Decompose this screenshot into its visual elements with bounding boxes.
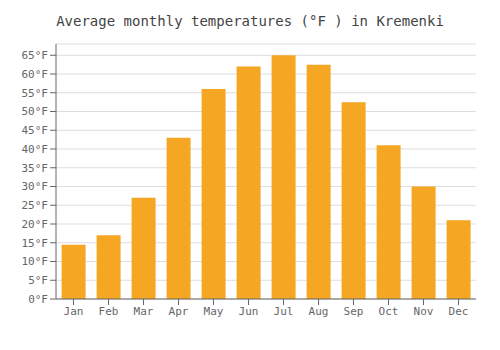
svg-text:65°F: 65°F <box>22 49 49 62</box>
svg-text:35°F: 35°F <box>22 162 49 175</box>
svg-text:50°F: 50°F <box>22 105 49 118</box>
svg-text:55°F: 55°F <box>22 87 49 100</box>
svg-text:Aug: Aug <box>309 305 329 318</box>
svg-text:Jan: Jan <box>64 305 84 318</box>
svg-text:10°F: 10°F <box>22 255 49 268</box>
svg-text:45°F: 45°F <box>22 124 49 137</box>
svg-text:25°F: 25°F <box>22 199 49 212</box>
svg-text:Jun: Jun <box>239 305 259 318</box>
svg-text:Feb: Feb <box>99 305 119 318</box>
svg-text:Apr: Apr <box>169 305 189 318</box>
svg-text:Jul: Jul <box>274 305 294 318</box>
svg-text:Dec: Dec <box>449 305 469 318</box>
html-text:Average monthly temperatures (: Average monthly temperatures (°F ) in Kr… <box>56 13 444 29</box>
svg-text:5°F: 5°F <box>28 274 48 287</box>
svg-text:20°F: 20°F <box>22 218 49 231</box>
svg-text:Oct: Oct <box>379 305 399 318</box>
svg-text:Nov: Nov <box>414 305 434 318</box>
svg-text:Mar: Mar <box>134 305 154 318</box>
svg-text:15°F: 15°F <box>22 237 49 250</box>
svg-text:May: May <box>204 305 224 318</box>
svg-text:Sep: Sep <box>344 305 364 318</box>
svg-text:0°F: 0°F <box>28 293 48 306</box>
svg-text:60°F: 60°F <box>22 68 49 81</box>
svg-text:30°F: 30°F <box>22 180 49 193</box>
svg-text:40°F: 40°F <box>22 143 49 156</box>
